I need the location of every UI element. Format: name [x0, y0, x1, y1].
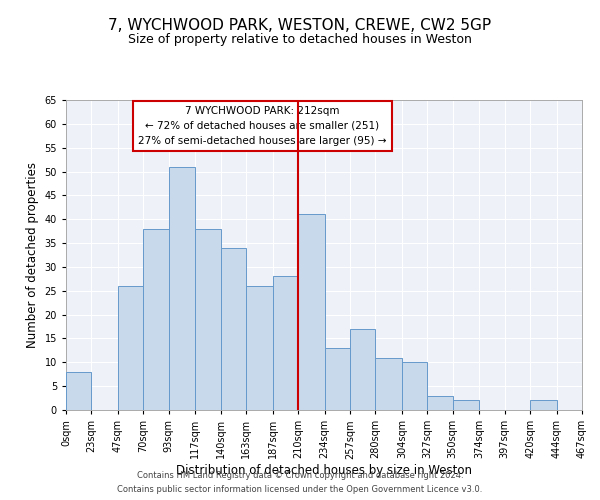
Bar [118, 286, 143, 410]
Bar [376, 358, 402, 410]
Text: 7 WYCHWOOD PARK: 212sqm
← 72% of detached houses are smaller (251)
27% of semi-d: 7 WYCHWOOD PARK: 212sqm ← 72% of detache… [138, 106, 386, 146]
Bar [66, 372, 91, 410]
Y-axis label: Number of detached properties: Number of detached properties [26, 162, 39, 348]
Text: Contains public sector information licensed under the Open Government Licence v3: Contains public sector information licen… [118, 484, 482, 494]
Bar [143, 229, 169, 410]
Text: Contains HM Land Registry data © Crown copyright and database right 2024.: Contains HM Land Registry data © Crown c… [137, 472, 463, 480]
Text: Size of property relative to detached houses in Weston: Size of property relative to detached ho… [128, 32, 472, 46]
Bar [272, 276, 298, 410]
Bar [427, 396, 453, 410]
Bar [195, 229, 221, 410]
Bar [169, 167, 195, 410]
X-axis label: Distribution of detached houses by size in Weston: Distribution of detached houses by size … [176, 464, 472, 477]
Bar [325, 348, 350, 410]
Bar [402, 362, 427, 410]
Bar [221, 248, 246, 410]
Text: 7, WYCHWOOD PARK, WESTON, CREWE, CW2 5GP: 7, WYCHWOOD PARK, WESTON, CREWE, CW2 5GP [109, 18, 491, 32]
Bar [453, 400, 479, 410]
Bar [350, 329, 376, 410]
Bar [530, 400, 557, 410]
Bar [298, 214, 325, 410]
Bar [246, 286, 272, 410]
